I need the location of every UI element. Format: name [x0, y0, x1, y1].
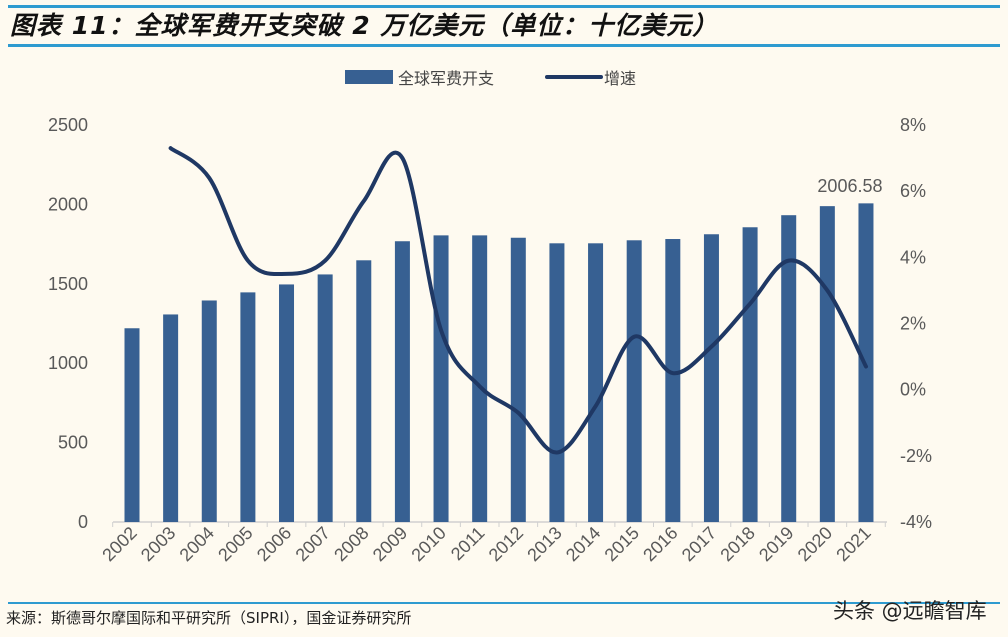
x-axis-tick-label: 2014 [562, 523, 604, 565]
x-axis-tick-label: 2017 [678, 523, 720, 565]
right-axis-tick-label: 6% [900, 181, 926, 201]
x-axis-tick-label: 2020 [794, 523, 836, 565]
left-axis-tick-label: 0 [78, 512, 88, 532]
bar-2007 [317, 274, 333, 522]
left-axis-tick-label: 1000 [48, 353, 88, 373]
bar-2009 [394, 241, 410, 523]
x-axis-tick-label: 2013 [523, 523, 565, 565]
x-axis-tick-label: 2008 [330, 523, 372, 565]
bar-2013 [549, 243, 565, 522]
figure-title: 图表 11：全球军费开支突破 2 万亿美元（单位：十亿美元） [10, 11, 719, 40]
left-axis-tick-label: 1500 [48, 274, 88, 294]
x-axis-tick-label: 2007 [292, 523, 334, 565]
right-axis-tick-label: -4% [900, 512, 932, 532]
bar-2003 [163, 314, 179, 522]
right-axis-tick-label: 4% [900, 247, 926, 267]
left-axis-tick-label: 2000 [48, 194, 88, 214]
source-note: 来源：斯德哥尔摩国际和平研究所（SIPRI），国金证券研究所 [6, 609, 412, 627]
bar-2019 [781, 215, 797, 522]
legend-bar-swatch [345, 70, 393, 84]
x-axis-tick-label: 2003 [137, 523, 179, 565]
growth-rate-line [168, 146, 868, 455]
legend-label-spending: 全球军费开支 [398, 69, 494, 88]
x-axis-tick-label: 2019 [755, 523, 797, 565]
bar-2017 [703, 234, 719, 522]
x-axis-tick-label: 2021 [832, 523, 874, 565]
right-axis-tick-label: 0% [900, 380, 926, 400]
x-axis-tick-label: 2002 [98, 523, 140, 565]
bar-2011 [472, 235, 488, 522]
x-axis-tick-label: 2016 [639, 523, 681, 565]
chart: 0 500 1000 1500 2000 2500 -4% -2% 0% 2% 4% 6% 8% 2002… [48, 69, 932, 565]
x-axis-tick-label: 2015 [601, 523, 643, 565]
left-axis-tick-label: 2500 [48, 115, 88, 135]
bar-2004 [201, 300, 217, 522]
bar-2008 [356, 260, 372, 522]
x-axis-tick-label: 2006 [253, 523, 295, 565]
bottom-rule [8, 602, 1000, 604]
legend-label-growth: 增速 [604, 69, 636, 88]
left-axis-tick-label: 500 [58, 433, 88, 453]
right-axis-tick-label: 2% [900, 314, 926, 334]
bar-2006 [279, 284, 295, 522]
bar-2020 [819, 206, 835, 523]
bar-2010 [433, 235, 449, 522]
bar-2014 [588, 243, 604, 522]
x-axis-tick-label: 2005 [214, 523, 256, 565]
watermark: 头条 @远瞻智库 [833, 599, 987, 623]
bar-2016 [665, 239, 681, 522]
x-axis-tick-label: 2004 [176, 523, 218, 565]
x-axis-tick-label: 2009 [369, 523, 411, 565]
top-rule [8, 5, 1000, 8]
x-axis-tick-label: 2011 [447, 523, 489, 565]
right-axis-tick-label: -2% [900, 446, 932, 466]
bar-2015 [626, 240, 642, 522]
right-axis-tick-label: 8% [900, 115, 926, 135]
title-rule [8, 44, 1000, 47]
x-axis-tick-label: 2018 [716, 523, 758, 565]
bar-2012 [510, 237, 526, 523]
x-axis-tick-label: 2012 [485, 523, 527, 565]
data-label-2021: 2006.58 [817, 176, 882, 196]
bar-2018 [742, 227, 758, 522]
x-axis-tick-label: 2010 [407, 523, 449, 565]
bar-2005 [240, 292, 256, 522]
bar-2002 [124, 328, 140, 522]
